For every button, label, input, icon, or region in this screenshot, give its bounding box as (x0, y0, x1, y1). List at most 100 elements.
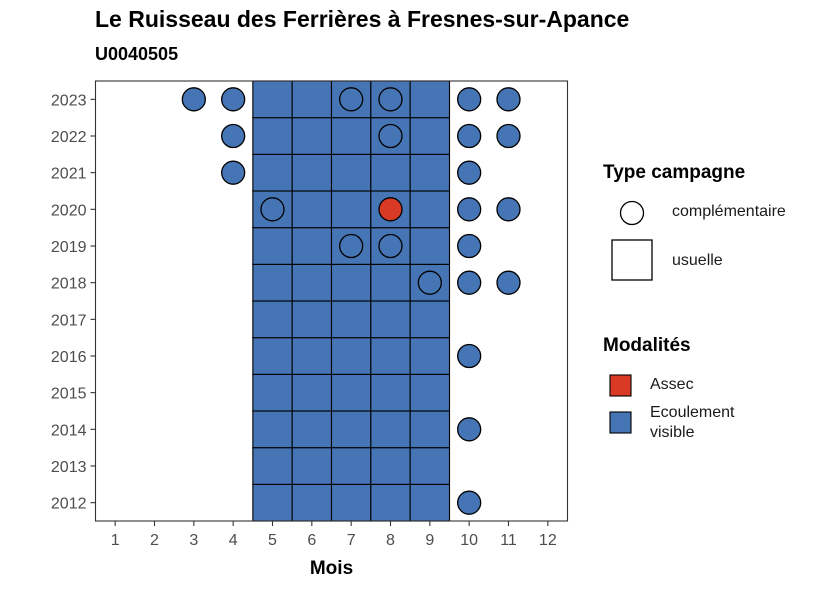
legend-type-label-usuelle: usuelle (672, 252, 723, 269)
usuelle-tile-2012-9 (409, 483, 451, 522)
usuelle-tile-2023-5 (252, 80, 293, 119)
chart-subtitle: U0040505 (95, 44, 179, 64)
x-tick-label-10: 10 (460, 532, 478, 549)
complementaire-point-2022-11 (496, 123, 521, 149)
legend-key-usuelle (611, 239, 653, 281)
legend-mod-title: Modalités (603, 335, 691, 356)
usuelle-tile-2015-6 (291, 373, 333, 412)
legend-mod-label-ecoulement: Ecoulement visible (650, 404, 735, 441)
usuelle-tile-2016-6 (291, 337, 333, 375)
complementaire-point-2020-5 (260, 197, 285, 222)
usuelle-tile-2013-8 (370, 447, 411, 485)
usuelle-tile-2012-5 (252, 483, 293, 522)
usuelle-tile-2021-8 (370, 153, 411, 192)
usuelle-tile-2013-7 (330, 447, 372, 485)
usuelle-tile-2021-7 (330, 153, 372, 192)
plot-border (94, 80, 569, 522)
usuelle-tile-2022-6 (291, 117, 333, 155)
complementaire-point-2021-4 (221, 160, 246, 185)
usuelle-tile-2014-8 (370, 410, 411, 449)
usuelle-tile-2018-8 (370, 263, 411, 302)
usuelle-tile-2020-6 (291, 190, 333, 229)
complementaire-point-2018-9 (417, 270, 442, 295)
x-tick-label-11: 11 (500, 532, 517, 549)
usuelle-tile-2012-8 (370, 483, 411, 522)
usuelle-tile-2012-6 (291, 483, 333, 522)
usuelle-tile-2015-7 (330, 373, 372, 412)
complementaire-point-2023-7 (339, 87, 364, 112)
usuelle-tile-2013-9 (409, 447, 451, 485)
usuelle-tile-2015-9 (409, 373, 451, 412)
complementaire-point-2019-10 (457, 233, 482, 259)
y-tick-label-2023: 2023 (51, 92, 87, 109)
y-tick-label-2017: 2017 (51, 312, 87, 329)
complementaire-point-2018-11 (496, 270, 521, 295)
usuelle-tile-2014-9 (409, 410, 451, 449)
usuelle-tile-2021-6 (291, 153, 333, 192)
usuelle-tile-2016-5 (252, 337, 293, 375)
usuelle-tile-2016-8 (370, 337, 411, 375)
usuelle-tile-2018-7 (330, 263, 372, 302)
x-tick-label-2: 2 (150, 532, 159, 549)
usuelle-tile-2021-5 (252, 153, 293, 192)
y-tick-label-2015: 2015 (51, 386, 87, 403)
complementaire-point-2021-10 (457, 160, 482, 185)
complementaire-point-2023-3 (181, 87, 206, 112)
complementaire-point-2019-7 (339, 233, 364, 259)
usuelle-tile-2013-5 (252, 447, 293, 485)
y-tick-label-2018: 2018 (51, 276, 87, 293)
usuelle-tile-2018-5 (252, 263, 293, 302)
complementaire-point-2020-8 (378, 197, 403, 222)
usuelle-tile-2014-6 (291, 410, 333, 449)
usuelle-tile-2016-9 (409, 337, 451, 375)
usuelle-tile-2018-6 (291, 263, 333, 302)
complementaire-point-2018-10 (457, 270, 482, 295)
x-tick-label-5: 5 (268, 532, 277, 549)
y-tick-label-2013: 2013 (51, 459, 87, 476)
usuelle-tile-2017-7 (330, 300, 372, 339)
legend-key-complementaire (619, 200, 645, 226)
x-axis-label: Mois (310, 558, 353, 579)
usuelle-tile-2022-7 (330, 117, 372, 155)
x-tick-label-6: 6 (307, 532, 316, 549)
usuelle-tile-2020-9 (409, 190, 451, 229)
complementaire-point-2023-8 (378, 87, 403, 112)
complementaire-point-2014-10 (457, 417, 482, 442)
usuelle-tile-2013-6 (291, 447, 333, 485)
usuelle-tile-2016-7 (330, 337, 372, 375)
complementaire-point-2012-10 (457, 490, 482, 515)
y-tick-label-2022: 2022 (51, 129, 87, 146)
usuelle-tile-2017-5 (252, 300, 293, 339)
usuelle-tile-2015-5 (252, 373, 293, 412)
legend-key-ecoulement (609, 411, 632, 434)
complementaire-point-2020-11 (496, 197, 521, 222)
usuelle-tile-2017-6 (291, 300, 333, 339)
usuelle-tile-2019-5 (252, 227, 293, 265)
usuelle-tile-2019-6 (291, 227, 333, 265)
x-tick-label-1: 1 (111, 532, 120, 549)
legend-key-assec (609, 374, 632, 397)
usuelle-tile-2017-8 (370, 300, 411, 339)
complementaire-point-2022-4 (221, 123, 246, 149)
y-tick-label-2021: 2021 (51, 166, 87, 183)
y-tick-label-2020: 2020 (51, 202, 87, 219)
legend-type-title: Type campagne (603, 162, 746, 183)
usuelle-tile-2021-9 (409, 153, 451, 192)
usuelle-tile-2019-9 (409, 227, 451, 265)
x-tick-label-4: 4 (229, 532, 238, 549)
y-tick-label-2016: 2016 (51, 349, 87, 366)
usuelle-tile-2022-9 (409, 117, 451, 155)
complementaire-point-2023-11 (496, 87, 521, 112)
y-tick-label-2012: 2012 (51, 496, 87, 513)
usuelle-tile-2012-7 (330, 483, 372, 522)
complementaire-point-2016-10 (457, 343, 482, 369)
x-tick-label-8: 8 (386, 532, 395, 549)
complementaire-point-2023-4 (221, 87, 246, 112)
complementaire-point-2022-8 (378, 123, 403, 149)
y-tick-label-2014: 2014 (51, 422, 87, 439)
complementaire-point-2023-10 (457, 87, 482, 112)
usuelle-tile-2014-5 (252, 410, 293, 449)
x-tick-label-12: 12 (539, 532, 557, 549)
usuelle-tile-2020-7 (330, 190, 372, 229)
